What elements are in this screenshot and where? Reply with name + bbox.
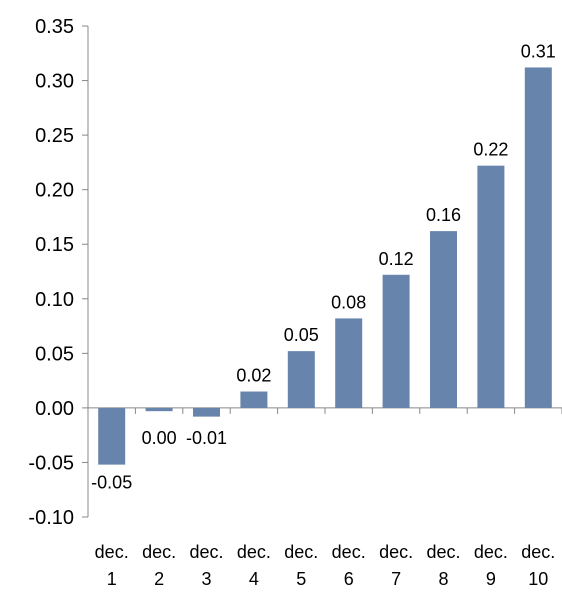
y-tick-label: 0.05: [35, 343, 74, 365]
bar: [430, 231, 457, 408]
x-tick-labels: dec. 1 dec. 2 dec. 3 dec. 4 dec. 5 dec. 6 dec. 7 dec. 8…: [95, 542, 556, 589]
y-tick-label: 0.20: [35, 180, 74, 202]
bar: [335, 318, 363, 408]
x-tick-label: dec.: [332, 542, 366, 562]
x-tick-label: dec.: [379, 542, 413, 562]
x-tick-label: 6: [344, 569, 354, 589]
x-tick-label: dec.: [426, 542, 460, 562]
x-tick-label: 4: [249, 569, 259, 589]
x-tick-label: 1: [107, 569, 117, 589]
y-tick-label: 0.10: [35, 289, 74, 311]
data-label: 0.12: [379, 249, 414, 269]
y-tick-label: -0.10: [28, 507, 74, 529]
bar: [524, 67, 552, 408]
data-label: 0.08: [331, 292, 366, 312]
bars: [98, 67, 552, 465]
data-label: 0.22: [473, 140, 508, 160]
bar: [193, 407, 220, 417]
x-tick-label: dec.: [142, 542, 176, 562]
bar: [145, 407, 173, 412]
bar: [240, 391, 268, 408]
y-tick-label: 0.35: [35, 16, 74, 38]
bar: [287, 351, 315, 408]
bar: [98, 407, 126, 465]
data-label: 0.02: [236, 366, 271, 386]
data-label: -0.01: [186, 428, 227, 448]
bar: [477, 165, 505, 408]
x-tick-label: 3: [201, 569, 211, 589]
x-tick-label: dec.: [521, 542, 555, 562]
y-tick-label: -0.05: [28, 452, 74, 474]
x-tick-label: dec.: [237, 542, 271, 562]
x-tick-label: 2: [154, 569, 164, 589]
x-tick-label: 10: [528, 569, 548, 589]
x-tick-label: 5: [296, 569, 306, 589]
data-label: 0.31: [521, 41, 556, 61]
x-tick-label: 7: [391, 569, 401, 589]
y-tick-label: 0.00: [35, 398, 74, 420]
data-labels: -0.05 0.00 -0.01 0.02 0.05 0.08 0.12 0.16 0.22 0.…: [91, 41, 556, 492]
y-tick-label: 0.30: [35, 71, 74, 93]
bar: [382, 274, 410, 408]
data-label: 0.00: [142, 428, 177, 448]
x-tick-label: dec.: [95, 542, 129, 562]
x-tick-label: dec.: [474, 542, 508, 562]
x-tick-label: 8: [438, 569, 448, 589]
y-tick-label: 0.15: [35, 234, 74, 256]
x-tick-label: dec.: [284, 542, 318, 562]
y-tick-label: 0.25: [35, 125, 74, 147]
x-tick-label: dec.: [189, 542, 223, 562]
y-tick-labels: -0.10 -0.05 0.00 0.05 0.10 0.15 0.20 0.25 0.30 0.…: [28, 16, 74, 529]
x-tick-label: 9: [486, 569, 496, 589]
data-label: -0.05: [91, 473, 132, 493]
data-label: 0.05: [284, 325, 319, 345]
data-label: 0.16: [426, 205, 461, 225]
